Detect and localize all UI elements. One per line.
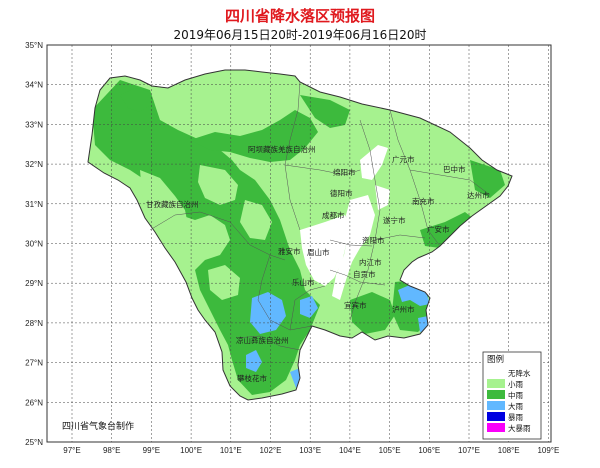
latitude-tick-label: 27°N bbox=[25, 359, 43, 368]
longitude-tick-label: 108°E bbox=[498, 446, 520, 455]
light-rain-region bbox=[140, 170, 200, 270]
legend-label: 小雨 bbox=[508, 380, 523, 389]
city-label: 自贡市 bbox=[353, 269, 376, 279]
prefecture-boundaries bbox=[149, 81, 491, 351]
longitude-tick-label: 102°E bbox=[260, 446, 282, 455]
legend-swatch bbox=[487, 379, 505, 388]
longitude-tick-label: 103°E bbox=[299, 446, 321, 455]
latitude-tick-label: 25°N bbox=[25, 438, 43, 447]
longitude-tick-label: 101°E bbox=[220, 446, 242, 455]
city-label: 眉山市 bbox=[307, 247, 330, 257]
latitude-tick-label: 29°N bbox=[25, 279, 43, 288]
city-label: 泸州市 bbox=[392, 304, 415, 314]
city-label: 遂宁市 bbox=[383, 215, 406, 225]
city-label: 广元市 bbox=[392, 154, 415, 164]
legend-swatch bbox=[487, 423, 505, 432]
latitude-tick-label: 26°N bbox=[25, 398, 43, 407]
city-label: 凉山彝族自治州 bbox=[236, 335, 289, 345]
city-label: 内江市 bbox=[359, 257, 382, 267]
legend-label: 中雨 bbox=[508, 390, 523, 400]
moderate-rain-region bbox=[190, 110, 318, 162]
city-label: 绵阳市 bbox=[333, 167, 356, 177]
legend-label: 大雨 bbox=[508, 401, 523, 411]
map-frame bbox=[46, 44, 552, 443]
longitude-tick-label: 100°E bbox=[180, 446, 202, 455]
credit-text: 四川省气象台制作 bbox=[62, 420, 134, 432]
legend-label: 大暴雨 bbox=[508, 423, 531, 433]
latitude-labels: 35°N 34°N 33°N 32°N 31°N 30°N 29°N 28°N 27°N 26°N… bbox=[25, 41, 43, 447]
city-label: 南充市 bbox=[412, 196, 435, 206]
city-label: 攀枝花市 bbox=[237, 373, 267, 383]
city-label: 甘孜藏族自治州 bbox=[146, 199, 199, 209]
moderate-rain-region bbox=[350, 292, 395, 334]
city-label: 巴中市 bbox=[443, 164, 466, 174]
legend-swatch bbox=[487, 390, 505, 399]
latitude-tick-label: 31°N bbox=[25, 200, 43, 209]
city-label: 成都市 bbox=[322, 210, 345, 220]
map-subtitle: 2019年06月15日20时-2019年06月16日20时 bbox=[173, 28, 427, 42]
city-label: 资阳市 bbox=[362, 235, 385, 245]
heavy-rain-region bbox=[398, 284, 430, 306]
light-rain-region bbox=[198, 165, 238, 205]
longitude-tick-label: 106°E bbox=[418, 446, 440, 455]
city-label: 广安市 bbox=[427, 224, 450, 234]
longitude-tick-label: 104°E bbox=[339, 446, 361, 455]
longitude-tick-label: 98°E bbox=[103, 446, 120, 455]
legend-title: 图例 bbox=[487, 354, 504, 365]
graticule bbox=[47, 45, 551, 442]
longitude-tick-label: 105°E bbox=[379, 446, 401, 455]
city-label: 阿坝藏族羌族自治州 bbox=[248, 144, 316, 154]
latitude-tick-label: 28°N bbox=[25, 319, 43, 328]
legend-label: 暴雨 bbox=[508, 413, 523, 422]
city-label: 雅安市 bbox=[278, 246, 301, 256]
latitude-tick-label: 32°N bbox=[25, 160, 43, 169]
legend-swatch bbox=[486, 367, 506, 378]
heavy-rain-region bbox=[246, 350, 262, 372]
longitude-tick-label: 109°E bbox=[537, 446, 559, 455]
no-rain-region bbox=[360, 145, 388, 180]
city-label: 德阳市 bbox=[330, 188, 353, 198]
no-rain-region bbox=[332, 195, 375, 300]
moderate-rain-region bbox=[300, 95, 350, 128]
moderate-rain-region bbox=[120, 88, 150, 112]
legend-label: 无降水 bbox=[508, 368, 531, 378]
longitude-labels: 97°E 98°E 99°E 100°E 101°E 102°E 103°E 104°E 105… bbox=[63, 446, 559, 455]
longitude-tick-label: 97°E bbox=[63, 446, 80, 455]
latitude-tick-label: 30°N bbox=[25, 240, 43, 249]
longitude-tick-label: 107°E bbox=[458, 446, 480, 455]
light-rain-region bbox=[208, 265, 240, 300]
latitude-tick-label: 35°N bbox=[25, 41, 43, 50]
longitude-tick-label: 99°E bbox=[143, 446, 160, 455]
light-rain-region bbox=[240, 200, 272, 240]
latitude-tick-label: 33°N bbox=[25, 120, 43, 129]
latitude-tick-label: 34°N bbox=[25, 81, 43, 90]
city-label: 乐山市 bbox=[292, 277, 315, 287]
province-boundary bbox=[87, 69, 513, 401]
city-label: 宜宾市 bbox=[344, 300, 367, 310]
map-title: 四川省降水落区预报图 bbox=[224, 7, 375, 25]
legend-swatch bbox=[487, 412, 505, 421]
heavy-rain-region bbox=[300, 296, 318, 318]
no-rain-region bbox=[300, 215, 352, 286]
city-label: 达州市 bbox=[467, 190, 490, 200]
legend-swatch bbox=[487, 401, 505, 410]
